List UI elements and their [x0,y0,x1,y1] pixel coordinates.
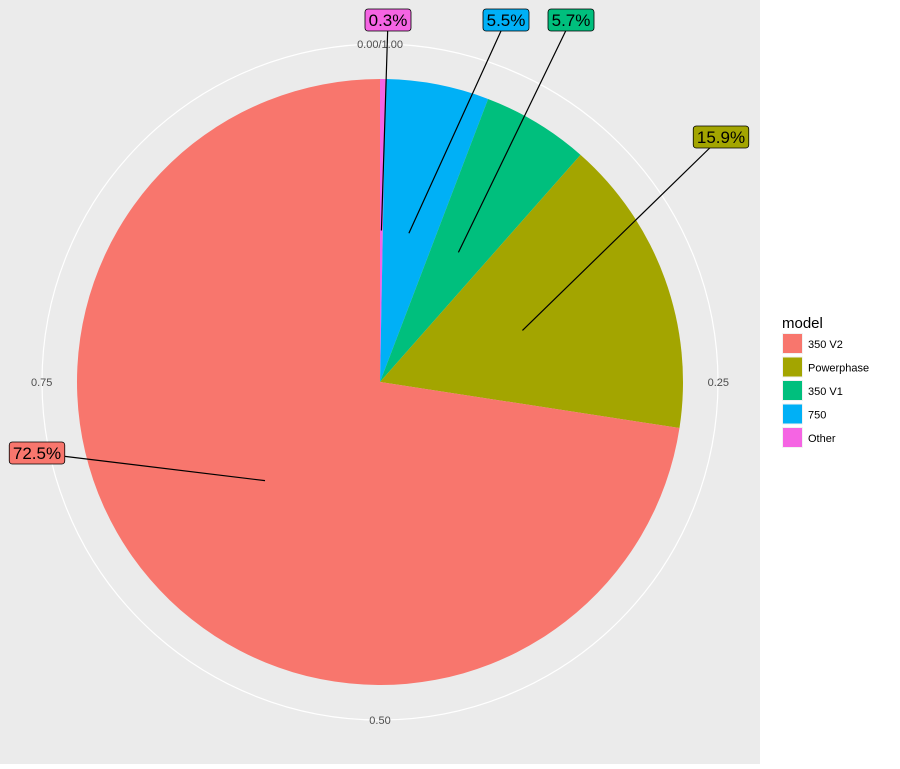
data-label-text-350-v1: 5.7% [552,11,591,30]
grid-layer [41,43,719,721]
pie-slice-powerphase [380,154,684,429]
data-label-box-powerphase [692,125,750,149]
tick-label-0-50: 0.50 [369,715,390,727]
data-label-powerphase: 15.9% [692,125,750,149]
leader-line-750 [408,19,507,234]
legend-item-other: Other [782,427,836,448]
legend-swatch-other [783,428,802,447]
legend-label-other: Other [808,433,836,445]
legend: model 350 V2 Powerphase 350 V1 750 Other [782,315,869,448]
data-label-text-750: 5.5% [487,11,526,30]
legend-item-750: 750 [782,403,826,425]
data-label-text-other: 0.3% [369,11,408,30]
legend-label-powerphase: Powerphase [808,363,869,375]
legend-item-powerphase: Powerphase [782,356,869,378]
data-label-box-350-v1 [547,8,595,32]
data-label-text-350-v2: 72.5% [13,444,61,463]
data-label-box-other [364,8,412,32]
tick-label-0-25: 0.25 [708,377,729,389]
legend-label-350-v1: 350 V1 [808,386,843,398]
legend-item-350-v1: 350 V1 [782,380,843,401]
ticks-layer: 0.00/1.00 0.25 0.50 0.75 [31,39,729,727]
labels-layer: 0.3% 5.5% 5.7% 15.9% 72.5% [8,8,750,482]
legend-item-350-v2: 350 V2 [782,333,843,354]
data-label-box-350-v2 [8,441,66,465]
data-label-box-750 [482,8,530,32]
pie-slice-350-v1 [380,98,581,382]
legend-title: model [782,315,823,332]
leader-line-other [380,19,389,231]
legend-swatch-350-v2 [783,334,802,353]
legend-swatch-powerphase [783,357,802,377]
data-label-350-v1: 5.7% [547,8,595,32]
leader-line-350-v2 [36,452,266,482]
tick-label-0-75: 0.75 [31,377,52,389]
pie-slice-350-v2 [77,79,680,685]
leader-line-powerphase [522,136,722,331]
pie-slice-750 [380,79,489,383]
leader-line-350-v1 [457,19,572,253]
slices-layer [77,79,684,685]
data-label-750: 5.5% [482,8,530,32]
legend-label-750: 750 [808,410,826,422]
data-label-other: 0.3% [364,8,412,32]
tick-label-start: 0.00/1.00 [357,39,403,51]
legend-swatch-350-v1 [783,381,802,400]
grid-circle [41,43,719,721]
legend-label-350-v2: 350 V2 [808,339,843,351]
data-label-text-powerphase: 15.9% [697,128,745,147]
data-label-350-v2: 72.5% [8,441,66,465]
legend-swatch-750 [783,404,802,424]
